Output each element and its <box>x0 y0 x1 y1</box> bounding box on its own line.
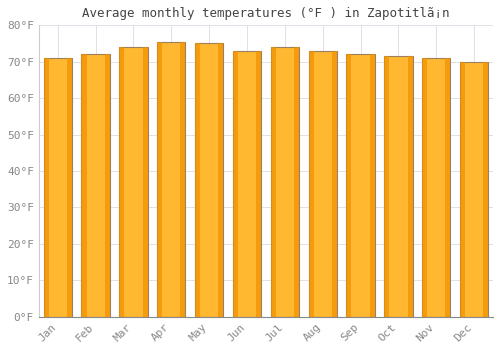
Bar <box>82 55 86 317</box>
Bar <box>483 62 488 317</box>
Bar <box>233 51 261 317</box>
Bar <box>460 62 488 317</box>
Bar <box>218 43 224 317</box>
Bar <box>195 43 224 317</box>
Bar <box>180 42 186 317</box>
Bar <box>384 56 390 317</box>
Bar <box>119 47 148 317</box>
Bar <box>142 47 148 317</box>
Bar <box>370 55 375 317</box>
Bar <box>294 47 299 317</box>
Title: Average monthly temperatures (°F ) in Zapotitlã¡n: Average monthly temperatures (°F ) in Za… <box>82 7 450 20</box>
Bar <box>44 58 49 317</box>
Bar <box>346 55 375 317</box>
Bar <box>270 47 276 317</box>
Bar <box>308 51 337 317</box>
Bar <box>119 47 124 317</box>
Bar <box>346 55 352 317</box>
Bar <box>422 58 450 317</box>
Bar <box>44 58 72 317</box>
Bar <box>233 51 238 317</box>
Bar <box>308 51 314 317</box>
Bar <box>446 58 450 317</box>
Bar <box>157 42 186 317</box>
Bar <box>256 51 261 317</box>
Bar <box>67 58 72 317</box>
Bar <box>157 42 162 317</box>
Bar <box>384 56 412 317</box>
Bar <box>332 51 337 317</box>
Bar <box>270 47 299 317</box>
Bar <box>422 58 427 317</box>
Bar <box>408 56 412 317</box>
Bar <box>82 55 110 317</box>
Bar <box>460 62 465 317</box>
Bar <box>195 43 200 317</box>
Bar <box>104 55 110 317</box>
